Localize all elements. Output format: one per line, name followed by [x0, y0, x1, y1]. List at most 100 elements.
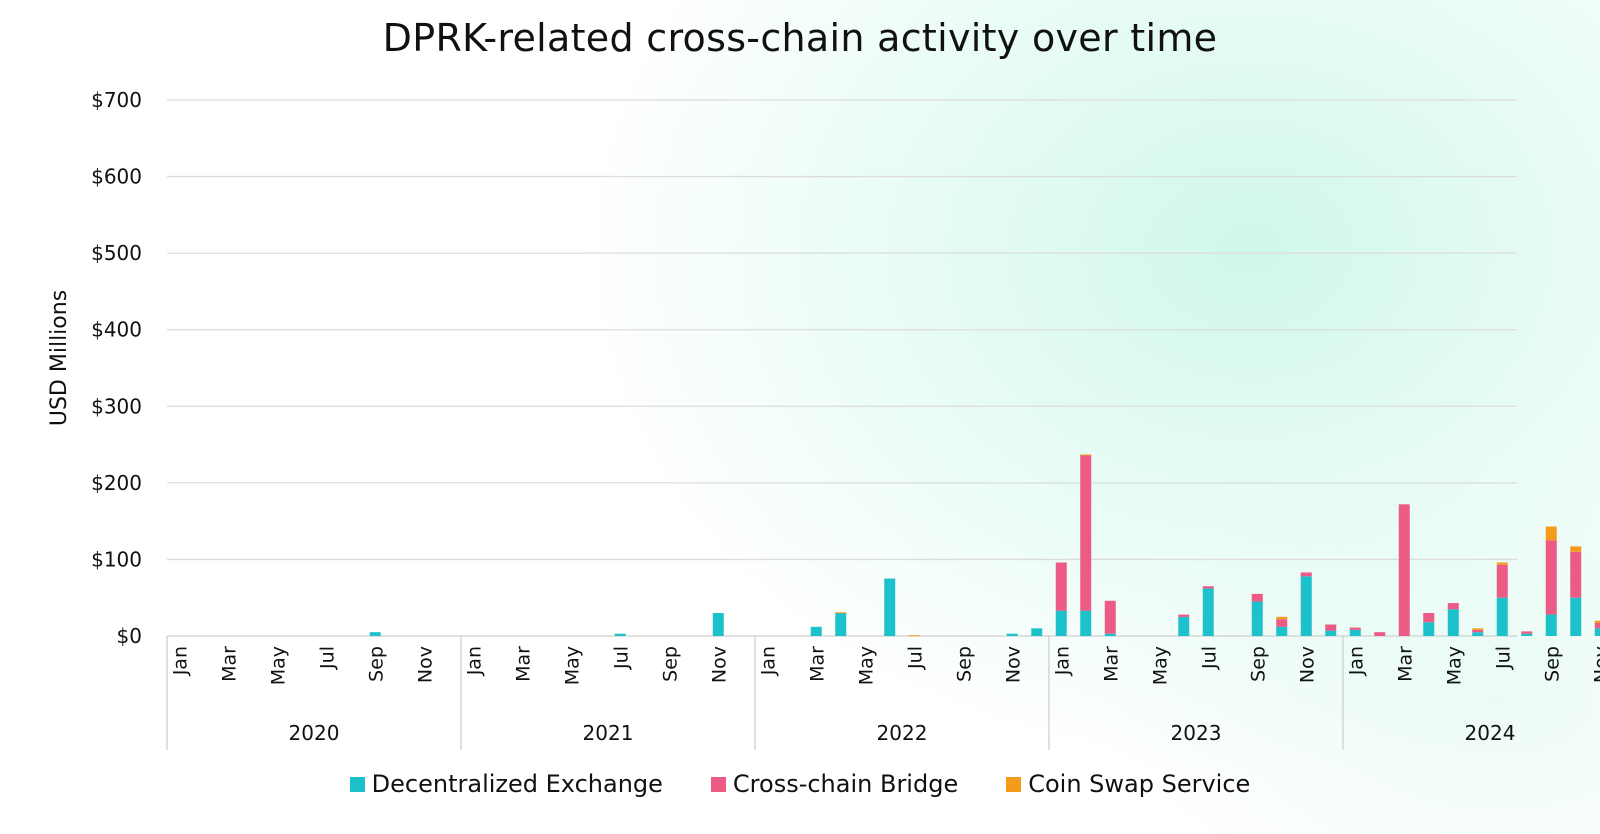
bar-decentralized-exchange: [369, 632, 381, 636]
legend-item: Cross-chain Bridge: [710, 770, 958, 798]
bar-decentralized-exchange: [614, 633, 626, 636]
y-axis-label: USD Millions: [47, 290, 72, 426]
legend-swatch: [349, 776, 365, 792]
bar-cross-chain-bridge: [1178, 614, 1190, 617]
x-tick-label: Mar: [1100, 646, 1122, 682]
year-label: 2023: [1171, 721, 1222, 745]
bar-cross-chain-bridge: [1594, 622, 1600, 629]
y-tick-label: $100: [91, 547, 142, 571]
bar-cross-chain-bridge: [1496, 564, 1508, 598]
x-tick-label: Jul: [904, 646, 926, 670]
y-tick-label: $700: [91, 88, 142, 112]
bar-cross-chain-bridge: [1325, 624, 1337, 631]
y-tick-label: $200: [91, 471, 142, 495]
bar-cross-chain-bridge: [1055, 562, 1067, 611]
bar-coin-swap-service: [835, 612, 847, 614]
x-tick-label: Sep: [953, 646, 975, 682]
bar-decentralized-exchange: [1423, 622, 1435, 636]
bar-decentralized-exchange: [1276, 626, 1288, 636]
year-label: 2024: [1465, 721, 1516, 745]
x-tick-label: Jan: [1051, 646, 1073, 676]
bar-decentralized-exchange: [1006, 633, 1018, 636]
bar-cross-chain-bridge: [1276, 619, 1288, 627]
bar-coin-swap-service: [1496, 562, 1508, 565]
bar-decentralized-exchange: [1349, 629, 1361, 636]
bar-cross-chain-bridge: [1300, 572, 1312, 577]
legend-label: Decentralized Exchange: [371, 770, 663, 798]
bar-cross-chain-bridge: [1521, 631, 1533, 634]
x-tick-label: Jul: [610, 646, 632, 670]
bar-decentralized-exchange: [1545, 614, 1557, 636]
bar-decentralized-exchange: [1080, 610, 1092, 636]
x-tick-label: May: [1149, 646, 1171, 685]
legend-item: Coin Swap Service: [1006, 770, 1250, 798]
bar-decentralized-exchange: [1570, 597, 1582, 636]
x-tick-label: Jul: [1492, 646, 1514, 670]
bar-cross-chain-bridge: [1251, 593, 1263, 602]
bar-coin-swap-service: [1545, 526, 1557, 541]
x-tick-label: May: [855, 646, 877, 685]
chart-title: DPRK-related cross-chain activity over t…: [382, 16, 1218, 60]
x-tick-label: Jul: [1198, 646, 1220, 670]
x-tick-label: Sep: [1247, 646, 1269, 682]
bar-decentralized-exchange: [1104, 633, 1116, 636]
x-tick-label: Sep: [1541, 646, 1563, 682]
bar-decentralized-exchange: [1202, 588, 1214, 636]
bar-cross-chain-bridge: [1080, 455, 1092, 611]
bar-decentralized-exchange: [835, 613, 847, 636]
x-tick-label: Nov: [1296, 646, 1318, 683]
x-tick-label: Sep: [365, 646, 387, 682]
x-tick-label: Mar: [512, 646, 534, 682]
bar-decentralized-exchange: [1594, 628, 1600, 636]
x-tick-label: Mar: [218, 646, 240, 682]
bar-decentralized-exchange: [1521, 633, 1533, 636]
legend-label: Coin Swap Service: [1028, 770, 1251, 798]
bar-coin-swap-service: [1276, 616, 1288, 620]
bar-coin-swap-service: [1594, 620, 1600, 623]
bar-cross-chain-bridge: [1423, 613, 1435, 623]
bar-coin-swap-service: [1570, 546, 1582, 552]
bar-decentralized-exchange: [1300, 576, 1312, 636]
x-tick-label: Nov: [1590, 646, 1600, 683]
x-tick-label: Jan: [169, 646, 191, 676]
bar-decentralized-exchange: [1472, 632, 1484, 636]
x-tick-label: Jul: [316, 646, 338, 670]
x-tick-label: Jan: [1345, 646, 1367, 676]
bar-coin-swap-service: [1472, 628, 1484, 630]
bar-decentralized-exchange: [1031, 628, 1043, 636]
x-tick-label: Nov: [414, 646, 436, 683]
bar-decentralized-exchange: [1251, 601, 1263, 636]
x-tick-label: May: [267, 646, 289, 685]
y-tick-label: $400: [91, 318, 142, 342]
x-tick-label: Sep: [659, 646, 681, 682]
bar-decentralized-exchange: [1325, 630, 1337, 636]
x-tick-label: Jan: [463, 646, 485, 676]
bar-cross-chain-bridge: [1398, 504, 1410, 636]
bar-cross-chain-bridge: [1472, 629, 1484, 633]
legend-swatch: [1006, 776, 1022, 792]
bar-cross-chain-bridge: [1545, 540, 1557, 615]
year-label: 2020: [289, 721, 340, 745]
bar-decentralized-exchange: [810, 626, 822, 636]
x-tick-label: Mar: [1394, 646, 1416, 682]
x-tick-label: Jan: [757, 646, 779, 676]
bar-coin-swap-service: [908, 635, 920, 637]
bar-cross-chain-bridge: [1447, 603, 1459, 610]
x-tick-label: May: [1443, 646, 1465, 685]
year-label: 2022: [877, 721, 928, 745]
bar-decentralized-exchange: [712, 613, 724, 636]
x-tick-label: Nov: [1002, 646, 1024, 683]
bar-cross-chain-bridge: [1202, 586, 1214, 589]
x-tick-label: Mar: [806, 646, 828, 682]
bar-decentralized-exchange: [1178, 616, 1190, 636]
bar-cross-chain-bridge: [1104, 600, 1116, 634]
bar-cross-chain-bridge: [1374, 632, 1386, 636]
x-tick-label: Nov: [708, 646, 730, 683]
y-tick-label: $300: [91, 394, 142, 418]
legend-swatch: [710, 776, 726, 792]
x-tick-label: May: [561, 646, 583, 685]
bar-decentralized-exchange: [1055, 610, 1067, 636]
bar-cross-chain-bridge: [1570, 551, 1582, 598]
